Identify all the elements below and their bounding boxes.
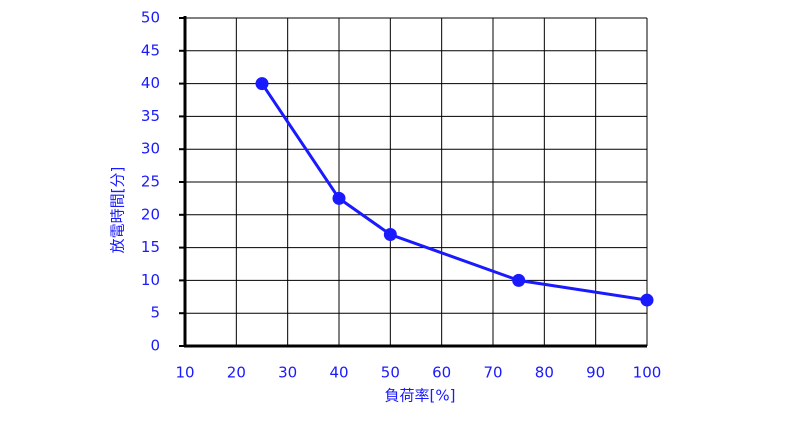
y-tick-label: 10 xyxy=(141,271,160,289)
x-tick-label: 60 xyxy=(432,364,451,382)
y-axis-label: 放電時間[分] xyxy=(109,167,127,254)
y-tick-label: 45 xyxy=(141,41,160,59)
y-tick-label: 5 xyxy=(150,304,160,322)
marker xyxy=(640,293,654,307)
x-tick-label: 40 xyxy=(329,364,348,382)
x-tick-label: 90 xyxy=(586,364,605,382)
x-axis-label: 負荷率[%] xyxy=(385,387,456,405)
x-tick-label: 80 xyxy=(535,364,554,382)
y-tick-label: 25 xyxy=(141,173,160,191)
x-tick-label: 70 xyxy=(483,364,502,382)
marker xyxy=(255,77,269,91)
x-tick-label: 50 xyxy=(381,364,400,382)
y-tick-label: 40 xyxy=(141,74,160,92)
y-tick-label: 15 xyxy=(141,238,160,256)
y-tick-label: 20 xyxy=(141,205,160,223)
marker xyxy=(383,227,397,241)
y-tick-label: 50 xyxy=(141,9,160,27)
x-tick-label: 30 xyxy=(278,364,297,382)
x-tick-label: 100 xyxy=(633,364,662,382)
x-tick-label: 10 xyxy=(175,364,194,382)
y-tick-label: 35 xyxy=(141,107,160,125)
y-tick-label: 30 xyxy=(141,140,160,158)
marker xyxy=(332,191,346,205)
marker xyxy=(512,273,526,287)
y-tick-label: 0 xyxy=(150,337,160,355)
x-tick-label: 20 xyxy=(227,364,246,382)
